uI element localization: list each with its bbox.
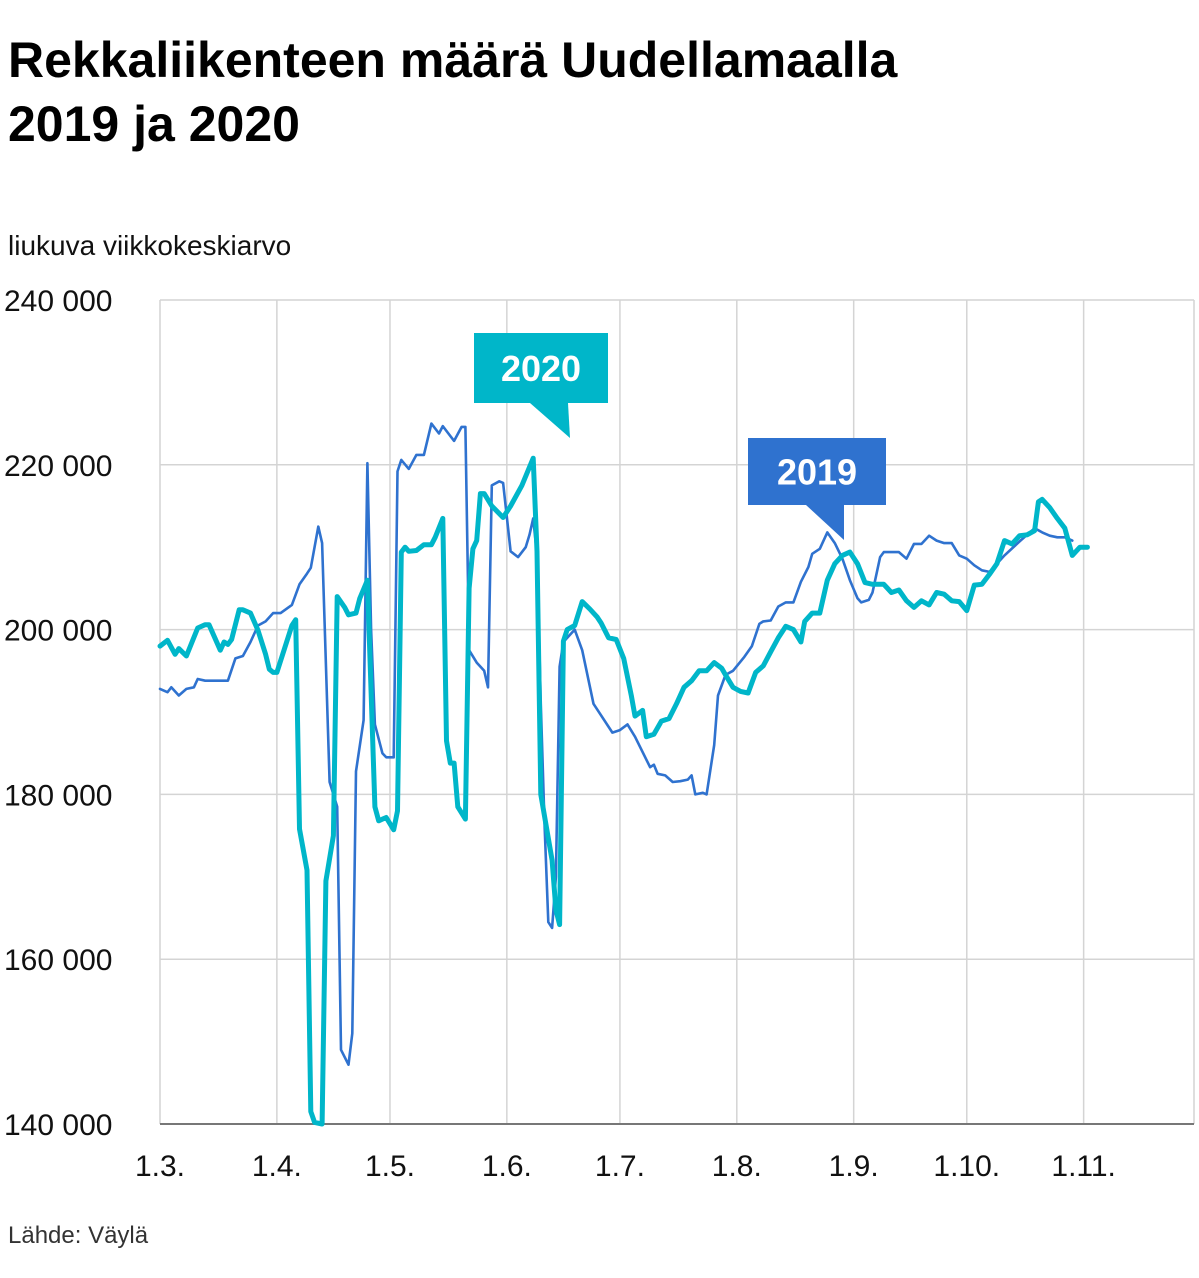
x-tick-label: 1.10. — [933, 1150, 1000, 1183]
series-label-pointer — [806, 505, 844, 540]
x-tick-label: 1.5. — [365, 1150, 415, 1183]
x-tick-label: 1.6. — [482, 1150, 532, 1183]
y-tick-label: 180 000 — [4, 779, 112, 812]
y-tick-label: 240 000 — [4, 285, 112, 318]
x-tick-label: 1.9. — [829, 1150, 879, 1183]
series-line-2020 — [157, 455, 1090, 1127]
x-tick-label: 1.7. — [595, 1150, 645, 1183]
series-label-box — [474, 333, 608, 403]
y-axis-description: liukuva viikkokeskiarvo — [8, 230, 292, 261]
series-label-text: 2020 — [501, 348, 581, 389]
source-note: Lähde: Väylä — [8, 1222, 149, 1249]
y-tick-label: 220 000 — [4, 450, 112, 483]
x-tick-label: 1.11. — [1051, 1150, 1116, 1183]
x-tick-label: 1.8. — [712, 1150, 762, 1183]
x-tick-label: 1.3. — [135, 1150, 185, 1183]
series-label-2019: 2019 — [748, 438, 886, 540]
series-label-2020: 2020 — [474, 333, 608, 438]
series-label-box — [748, 438, 886, 505]
chart-title-line-2: 2019 ja 2020 — [8, 96, 300, 152]
y-tick-label: 140 000 — [4, 1109, 112, 1142]
x-tick-label: 1.4. — [252, 1150, 302, 1183]
chart-title-line-1: Rekkaliikenteen määrä Uudellamaalla — [8, 32, 898, 88]
y-tick-label: 200 000 — [4, 615, 112, 648]
chart-title: Rekkaliikenteen määrä Uudellamaalla 2019… — [8, 28, 1188, 156]
series-label-pointer — [530, 403, 570, 438]
series-label-text: 2019 — [777, 452, 857, 493]
y-tick-label: 160 000 — [4, 944, 112, 977]
